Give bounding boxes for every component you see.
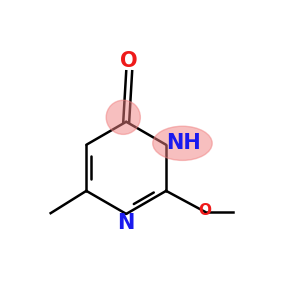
- Text: O: O: [198, 203, 211, 218]
- Text: O: O: [120, 51, 138, 71]
- Text: NH: NH: [166, 133, 201, 153]
- Ellipse shape: [153, 126, 212, 160]
- Text: N: N: [118, 213, 135, 233]
- Ellipse shape: [106, 100, 140, 134]
